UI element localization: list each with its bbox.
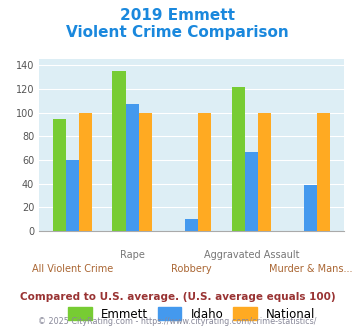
Bar <box>139 113 152 231</box>
Bar <box>245 152 258 231</box>
Bar <box>231 86 245 231</box>
Legend: Emmett, Idaho, National: Emmett, Idaho, National <box>63 302 320 325</box>
Text: Robbery: Robbery <box>171 264 212 274</box>
Text: Rape: Rape <box>120 250 144 260</box>
Bar <box>53 118 66 231</box>
Text: Compared to U.S. average. (U.S. average equals 100): Compared to U.S. average. (U.S. average … <box>20 292 335 302</box>
Text: Aggravated Assault: Aggravated Assault <box>203 250 299 260</box>
Bar <box>185 219 198 231</box>
Bar <box>317 113 331 231</box>
Bar <box>126 104 139 231</box>
Bar <box>79 113 92 231</box>
Text: Murder & Mans...: Murder & Mans... <box>269 264 353 274</box>
Bar <box>113 71 126 231</box>
Bar <box>258 113 271 231</box>
Text: All Violent Crime: All Violent Crime <box>32 264 113 274</box>
Bar <box>66 160 79 231</box>
Bar <box>304 185 317 231</box>
Text: © 2025 CityRating.com - https://www.cityrating.com/crime-statistics/: © 2025 CityRating.com - https://www.city… <box>38 317 317 326</box>
Bar <box>198 113 211 231</box>
Text: 2019 Emmett: 2019 Emmett <box>120 8 235 23</box>
Text: Violent Crime Comparison: Violent Crime Comparison <box>66 25 289 40</box>
